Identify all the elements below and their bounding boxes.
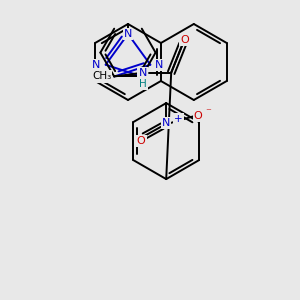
Text: CH₃: CH₃: [92, 71, 111, 82]
Text: N: N: [92, 60, 101, 70]
Text: N: N: [155, 60, 164, 70]
Text: H: H: [139, 79, 147, 89]
Text: ⁻: ⁻: [205, 107, 211, 117]
Text: O: O: [137, 136, 146, 146]
Text: O: O: [194, 111, 203, 121]
Text: N: N: [162, 118, 170, 128]
Text: O: O: [180, 35, 189, 45]
Text: +: +: [174, 114, 182, 124]
Text: N: N: [124, 29, 132, 39]
Text: N: N: [139, 68, 147, 78]
